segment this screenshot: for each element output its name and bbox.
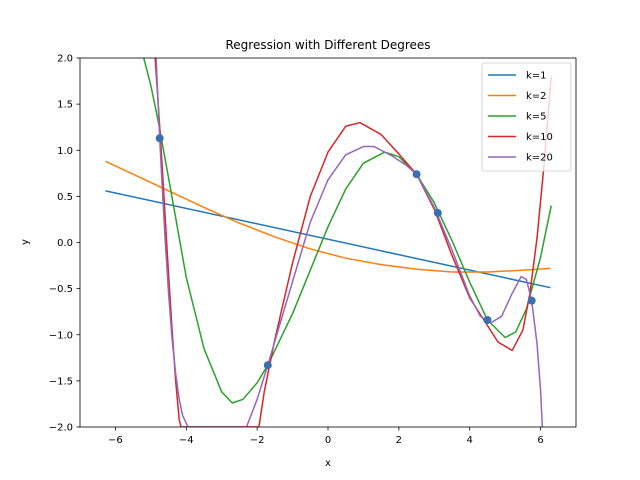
series-line-k-20 xyxy=(155,58,544,427)
x-axis-ticks: −6 −4 −2 0 2 4 6 xyxy=(108,427,544,446)
y-tick-label: 0.5 xyxy=(57,192,73,203)
data-point xyxy=(483,315,492,324)
x-tick-label: 2 xyxy=(396,435,402,446)
y-tick-label: −2.0 xyxy=(49,423,73,434)
legend-label: k=20 xyxy=(526,153,553,164)
data-point xyxy=(412,170,421,179)
legend-label: k=5 xyxy=(526,112,547,123)
data-points-layer xyxy=(155,134,536,370)
data-point xyxy=(263,361,272,370)
y-tick-label: −0.5 xyxy=(49,284,73,295)
x-tick-label: −2 xyxy=(250,435,265,446)
legend-label: k=2 xyxy=(526,91,547,102)
y-tick-label: 2.0 xyxy=(57,54,73,65)
legend-box xyxy=(481,62,572,172)
legend-label: k=10 xyxy=(526,132,553,143)
data-point xyxy=(155,134,164,143)
x-tick-label: 6 xyxy=(537,435,543,446)
y-tick-label: −1.5 xyxy=(49,376,73,387)
y-tick-label: 0.0 xyxy=(57,238,73,249)
x-tick-label: −6 xyxy=(108,435,123,446)
x-tick-label: 4 xyxy=(467,435,473,446)
y-tick-label: 1.5 xyxy=(57,100,73,111)
y-tick-label: 1.0 xyxy=(57,146,73,157)
data-point xyxy=(433,208,442,217)
series-line-k-5 xyxy=(143,58,552,404)
y-axis-ticks: −2.0 −1.5 −1.0 −0.5 0.0 0.5 1.0 1.5 2.0 xyxy=(49,54,80,434)
legend-label: k=1 xyxy=(526,71,547,82)
series-layer xyxy=(105,58,552,427)
y-axis-label: y xyxy=(20,239,31,245)
y-tick-label: −1.0 xyxy=(49,330,73,341)
legend: k=1 k=2 k=5 k=10 k=20 xyxy=(481,62,572,172)
series-line-k-2 xyxy=(105,160,551,273)
data-point xyxy=(527,296,536,305)
x-tick-label: 0 xyxy=(325,435,331,446)
x-axis-label: x xyxy=(325,458,331,469)
x-tick-label: −4 xyxy=(179,435,194,446)
chart-title: Regression with Different Degrees xyxy=(225,38,430,52)
